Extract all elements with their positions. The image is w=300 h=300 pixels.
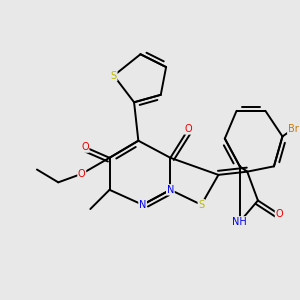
Text: N: N [139,200,146,210]
Text: O: O [81,142,89,152]
Text: O: O [185,124,192,134]
Text: NH: NH [232,217,247,227]
Text: O: O [78,169,85,179]
Text: N: N [167,185,174,195]
Text: Br: Br [288,124,298,134]
Text: S: S [198,200,204,210]
Text: S: S [111,70,117,81]
Text: O: O [275,209,283,219]
